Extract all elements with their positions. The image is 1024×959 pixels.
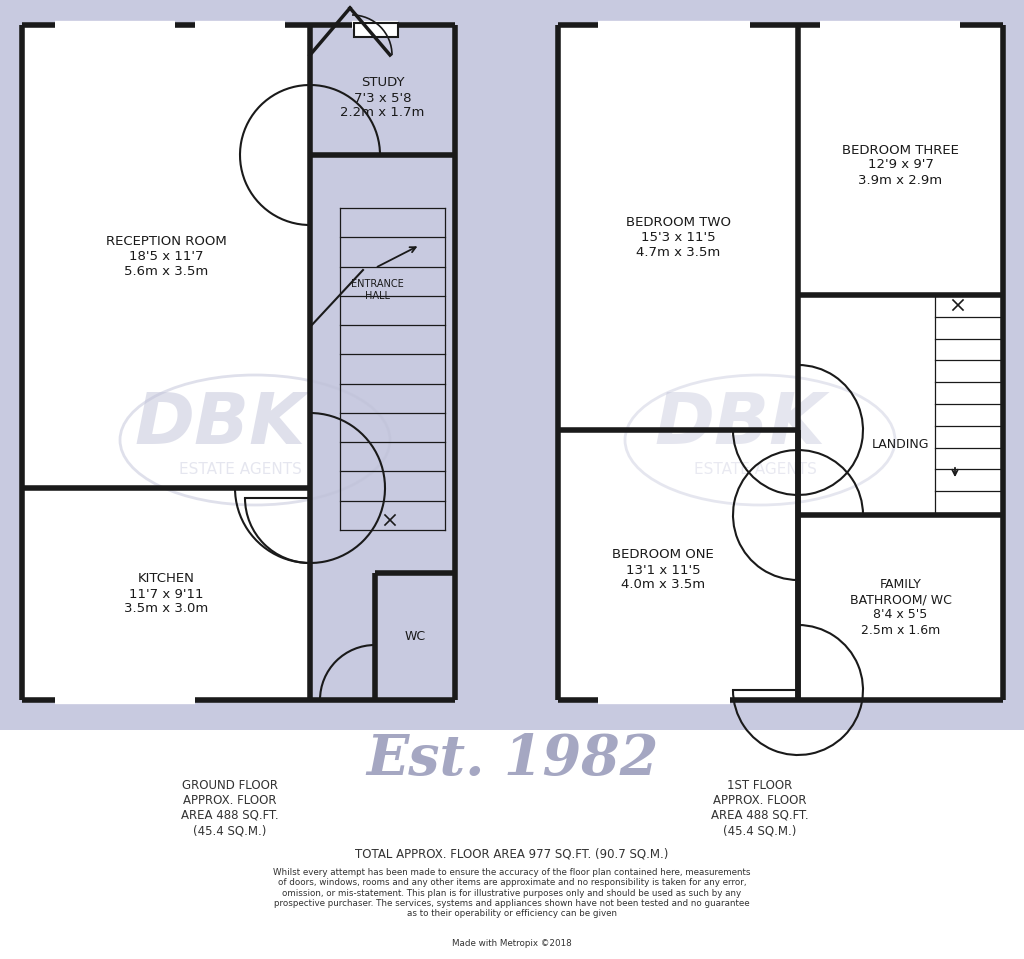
Text: RECEPTION ROOM
18'5 x 11'7
5.6m x 3.5m: RECEPTION ROOM 18'5 x 11'7 5.6m x 3.5m [105, 235, 226, 278]
Text: ESTATE AGENTS: ESTATE AGENTS [693, 462, 816, 478]
Bar [558, 25, 798, 430]
Text: BEDROOM TWO
15'3 x 11'5
4.7m x 3.5m: BEDROOM TWO 15'3 x 11'5 4.7m x 3.5m [626, 216, 730, 259]
Text: FAMILY
BATHROOM/ WC
8'4 x 5'5
2.5m x 1.6m: FAMILY BATHROOM/ WC 8'4 x 5'5 2.5m x 1.6… [850, 578, 951, 637]
Text: TOTAL APPROX. FLOOR AREA 977 SQ.FT. (90.7 SQ.M.): TOTAL APPROX. FLOOR AREA 977 SQ.FT. (90.… [355, 848, 669, 860]
Text: DBK: DBK [134, 390, 305, 459]
Text: BEDROOM ONE
13'1 x 11'5
4.0m x 3.5m: BEDROOM ONE 13'1 x 11'5 4.0m x 3.5m [612, 549, 714, 592]
Bar [0, 0, 1024, 730]
Text: LANDING: LANDING [871, 438, 929, 452]
Bar [558, 430, 798, 700]
Text: STUDY
7'3 x 5'8
2.2m x 1.7m: STUDY 7'3 x 5'8 2.2m x 1.7m [340, 77, 425, 120]
Text: GROUND FLOOR
APPROX. FLOOR
AREA 488 SQ.FT.
(45.4 SQ.M.): GROUND FLOOR APPROX. FLOOR AREA 488 SQ.F… [181, 779, 279, 837]
Text: 1ST FLOOR
APPROX. FLOOR
AREA 488 SQ.FT.
(45.4 SQ.M.): 1ST FLOOR APPROX. FLOOR AREA 488 SQ.FT. … [712, 779, 809, 837]
Text: KITCHEN
11'7 x 9'11
3.5m x 3.0m: KITCHEN 11'7 x 9'11 3.5m x 3.0m [124, 573, 208, 616]
Bar [22, 25, 310, 488]
Text: ESTATE AGENTS: ESTATE AGENTS [178, 462, 301, 478]
Text: Whilst every attempt has been made to ensure the accuracy of the floor plan cont: Whilst every attempt has been made to en… [273, 868, 751, 919]
Text: Made with Metropix ©2018: Made with Metropix ©2018 [453, 940, 571, 948]
Text: ENTRANCE
HALL: ENTRANCE HALL [351, 279, 403, 301]
Text: Est. 1982: Est. 1982 [366, 733, 658, 787]
Bar [22, 488, 310, 700]
Text: BEDROOM THREE
12'9 x 9'7
3.9m x 2.9m: BEDROOM THREE 12'9 x 9'7 3.9m x 2.9m [842, 144, 958, 186]
Text: WC: WC [404, 630, 426, 643]
Bar [798, 25, 1002, 295]
Text: DBK: DBK [654, 390, 825, 459]
Bar [798, 295, 1002, 515]
Bar [354, 23, 398, 37]
Bar [798, 515, 1002, 700]
